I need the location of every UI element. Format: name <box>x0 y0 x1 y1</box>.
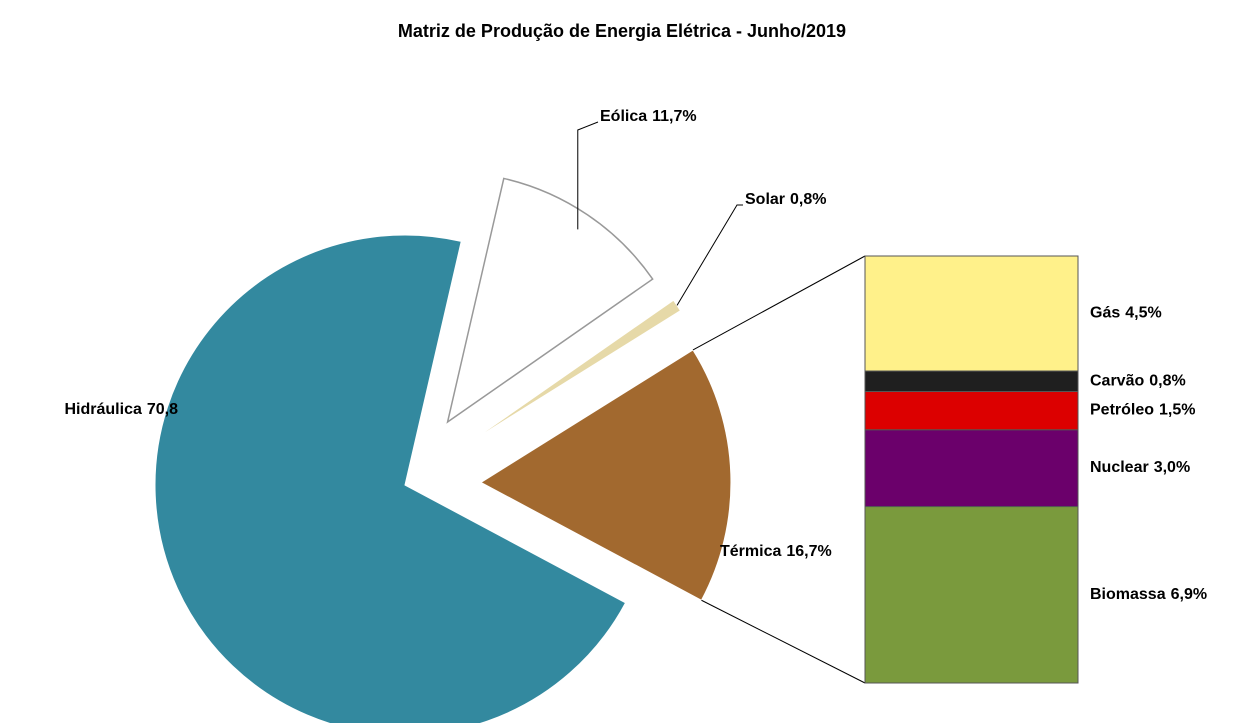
bar-label: Gás 4,5% <box>1090 305 1162 322</box>
pie-slice <box>446 177 654 424</box>
slice-label: Térmica 16,7% <box>720 543 832 560</box>
bar-label-value: 1,5% <box>1159 402 1195 419</box>
slice-label: Eólica 11,7% <box>600 108 697 125</box>
bar-label: Biomassa 6,9% <box>1090 586 1207 603</box>
slice-label-value: 11,7% <box>652 108 696 125</box>
bar-segment <box>864 506 1079 684</box>
slice-label-value: 70,8 <box>147 401 178 418</box>
slice-label: Solar 0,8% <box>745 191 826 208</box>
bar-label-name: Petróleo <box>1090 402 1154 419</box>
slice-label-name: Eólica <box>600 108 647 125</box>
slice-label-value: 16,7% <box>786 543 831 560</box>
bar-label: Carvão 0,8% <box>1090 373 1186 390</box>
slice-label-name: Solar <box>745 191 785 208</box>
slice-label-name: Hidráulica <box>65 401 142 418</box>
bar-label: Nuclear 3,0% <box>1090 459 1190 476</box>
bar-label-name: Gás <box>1090 305 1120 322</box>
bar-segment <box>864 429 1079 508</box>
bar-label-value: 0,8% <box>1149 373 1185 390</box>
slice-label-value: 0,8% <box>790 191 826 208</box>
pie-slice <box>479 349 732 601</box>
connector-line <box>701 599 866 684</box>
slice-label-name: Térmica <box>720 543 781 560</box>
bar-segment <box>864 370 1079 393</box>
connector-line <box>692 255 866 351</box>
pie-slice <box>154 234 627 723</box>
bar-label-value: 6,9% <box>1171 586 1207 603</box>
bar-label-name: Biomassa <box>1090 586 1166 603</box>
bar-label: Petróleo 1,5% <box>1090 402 1195 419</box>
bar-label-name: Carvão <box>1090 373 1144 390</box>
bar-label-name: Nuclear <box>1090 459 1149 476</box>
slice-label: Hidráulica 70,8 <box>65 401 179 418</box>
bar-segment <box>864 255 1079 372</box>
bar-label-value: 4,5% <box>1125 305 1161 322</box>
bar-label-value: 3,0% <box>1154 459 1190 476</box>
leader-line <box>676 204 743 306</box>
leader-line <box>577 121 599 230</box>
chart-title: Matriz de Produção de Energia Elétrica -… <box>398 21 846 41</box>
bar-segment <box>864 391 1079 431</box>
